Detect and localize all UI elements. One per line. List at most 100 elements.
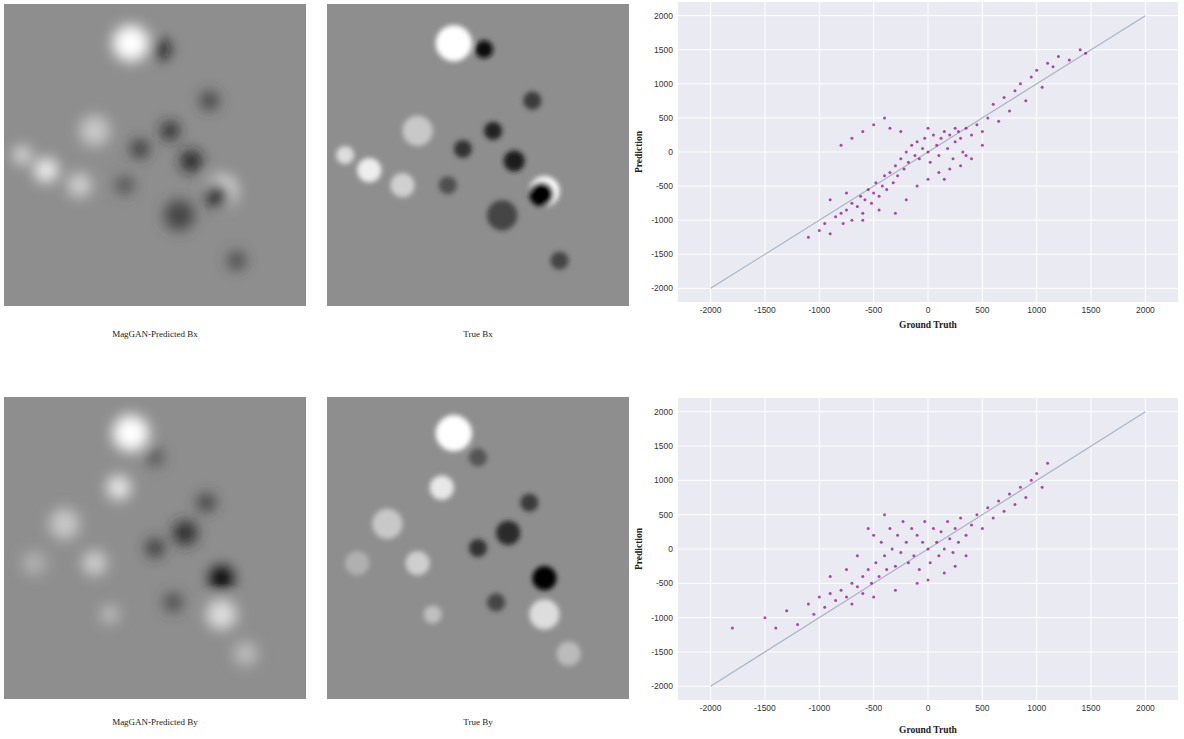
scatter-point (916, 185, 919, 188)
tick-label: -1000 (808, 703, 830, 713)
scatter-point (948, 168, 951, 171)
scatter-point (891, 548, 894, 551)
scatter-point (932, 527, 935, 530)
image-feature (152, 40, 170, 58)
scatter-point (883, 174, 886, 177)
tick-label: 1000 (654, 475, 673, 485)
tick-label: 1500 (654, 45, 673, 55)
scatter-point (859, 195, 862, 198)
scatter-point (935, 144, 938, 147)
tick-label: 500 (659, 113, 673, 123)
axis-title: Prediction (634, 527, 644, 570)
image-caption: MagGAN-Predicted Bx (112, 329, 198, 339)
scatter-point (872, 191, 875, 194)
grid-line (678, 15, 1178, 16)
grid-line (678, 446, 1178, 447)
scatter-point (807, 236, 810, 239)
scatter-point (923, 520, 926, 523)
scatter-point (867, 188, 870, 191)
tick-label: 2000 (1136, 703, 1155, 713)
image-caption: MagGAN-Predicted By (112, 717, 198, 727)
scatter-point (1030, 479, 1033, 482)
scatter-point (823, 222, 826, 225)
scatter-point (878, 208, 881, 211)
scatter-point (896, 174, 899, 177)
tick-label: 1500 (1082, 305, 1101, 315)
scatter-point (885, 568, 888, 571)
scatter-point (829, 232, 832, 235)
image-feature (206, 599, 236, 629)
image-feature (406, 551, 430, 575)
magnetogram (4, 397, 306, 699)
scatter-point (1046, 462, 1049, 465)
image-feature (209, 566, 233, 590)
grid-line (678, 152, 1178, 153)
image-feature (430, 476, 454, 500)
image-feature (227, 252, 245, 270)
image-features (336, 25, 569, 270)
scatter-point (910, 527, 913, 530)
scatter-point (981, 527, 984, 530)
image-feature (357, 158, 381, 182)
image-background (4, 397, 306, 699)
scatter-point (929, 561, 932, 564)
scatter-point (961, 151, 964, 154)
scatter-point (1035, 69, 1038, 72)
scatter-point (874, 181, 877, 184)
scatter-point (981, 130, 984, 133)
scatter-point (932, 133, 935, 136)
scatter-point (888, 127, 891, 130)
image-features (22, 415, 258, 666)
scatter-point (975, 123, 978, 126)
scatter-point (1084, 52, 1087, 55)
axis-title: Ground Truth (899, 320, 958, 330)
grid-line (678, 288, 1178, 289)
scatter-point (965, 127, 968, 130)
image-feature (234, 642, 258, 666)
image-background (327, 4, 629, 306)
scatter-point (774, 626, 777, 629)
tick-label: -2000 (651, 681, 673, 691)
grid-line (678, 254, 1178, 255)
scatter-point (870, 202, 873, 205)
scatter-point (763, 616, 766, 619)
scatter-point (913, 154, 916, 157)
scatter-point (850, 602, 853, 605)
image-feature (436, 415, 472, 451)
scatter-point (986, 506, 989, 509)
scatter-point (918, 568, 921, 571)
image-feature (520, 494, 538, 512)
scatter-point (992, 103, 995, 106)
scatter-point (850, 582, 853, 585)
image-feature (487, 200, 517, 230)
scatter-point (829, 575, 832, 578)
scatter-point (899, 157, 902, 160)
image-feature (113, 415, 149, 451)
image-feature (206, 176, 236, 206)
scatter-point (845, 596, 848, 599)
grid-line (678, 220, 1178, 221)
scatter-point (957, 541, 960, 544)
scatter-point (952, 551, 955, 554)
scatter-point (731, 626, 734, 629)
scatter-point (992, 517, 995, 520)
tick-label: 500 (975, 305, 989, 315)
image-feature (475, 40, 493, 58)
scatter-point (970, 523, 973, 526)
scatter-point (899, 130, 902, 133)
scatter-point (845, 208, 848, 211)
grid-line (678, 651, 1178, 652)
magnetogram (327, 4, 629, 306)
scatter-point (861, 212, 864, 215)
grid-line (678, 686, 1178, 687)
scatter-point (943, 178, 946, 181)
scatter-point (948, 133, 951, 136)
scatter-point (888, 171, 891, 174)
scatter-point (937, 554, 940, 557)
scatter-chart: -2000-1500-1000-5000500100015002000-2000… (634, 2, 1178, 330)
tick-label: 0 (668, 544, 673, 554)
image-features (13, 25, 246, 270)
tick-label: -1500 (754, 305, 776, 315)
scatter-point (1079, 48, 1082, 51)
scatter-point (881, 185, 884, 188)
